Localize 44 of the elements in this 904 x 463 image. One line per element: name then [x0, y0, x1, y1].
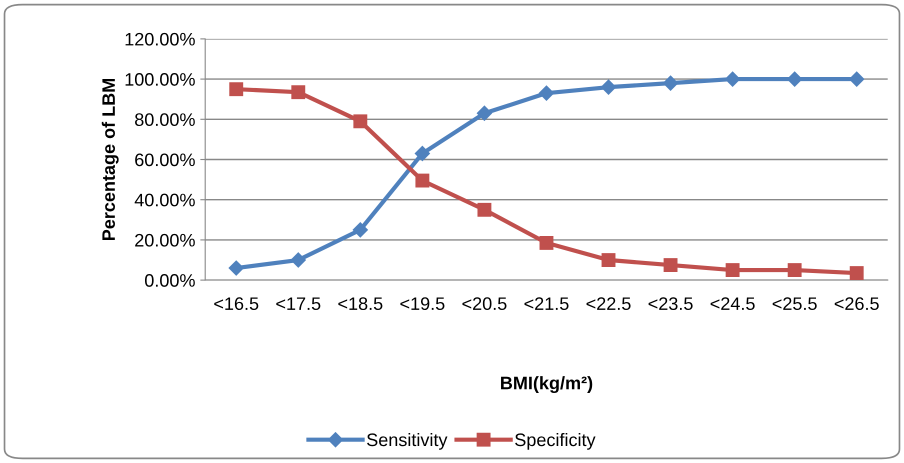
- x-tick-label: <26.5: [834, 297, 879, 310]
- y-tick-label: 80.00%: [135, 113, 195, 126]
- x-tick-label: <25.5: [772, 297, 817, 310]
- point: [540, 236, 554, 250]
- x-tick-label: <23.5: [648, 297, 693, 310]
- y-tick-label: 120.00%: [126, 32, 195, 46]
- point: [662, 76, 678, 91]
- legend-label: Sensitivity: [367, 432, 448, 450]
- y-tick-label: 40.00%: [134, 194, 195, 206]
- point: [849, 72, 864, 87]
- point: [352, 222, 368, 238]
- point: [725, 72, 740, 87]
- point: [414, 146, 430, 162]
- x-tick-label: <16.5: [214, 297, 258, 310]
- point: [602, 253, 616, 267]
- point: [290, 252, 306, 268]
- x-tick-label: <20.5: [462, 297, 507, 310]
- point: [353, 114, 368, 128]
- y-tick-label: 0.00%: [145, 274, 195, 287]
- y-tick-label: 20.00%: [135, 234, 195, 247]
- point: [850, 266, 864, 280]
- point: [787, 72, 802, 87]
- point: [600, 80, 616, 95]
- x-tick-label: <19.5: [400, 297, 444, 310]
- point: [538, 86, 554, 101]
- point: [228, 260, 244, 276]
- x-tick-label: <24.5: [710, 297, 755, 310]
- x-tick-label: <17.5: [276, 297, 320, 310]
- y-axis-title: Percentage of LBM: [102, 78, 119, 240]
- point: [788, 263, 802, 278]
- legend-label: Specificity: [515, 432, 596, 450]
- x-axis-title: BMI(kg/m²): [501, 376, 592, 394]
- point: [229, 82, 244, 96]
- point: [664, 258, 678, 272]
- point: [415, 174, 430, 188]
- x-tick-label: <18.5: [338, 297, 382, 310]
- x-tick-label: <21.5: [524, 297, 569, 310]
- point: [726, 263, 740, 278]
- y-tick-label: 60.00%: [135, 153, 195, 166]
- point: [477, 202, 492, 217]
- point: [291, 85, 306, 100]
- y-tick-label: 100.00%: [126, 73, 195, 86]
- x-tick-label: <22.5: [586, 297, 631, 310]
- point: [476, 106, 492, 121]
